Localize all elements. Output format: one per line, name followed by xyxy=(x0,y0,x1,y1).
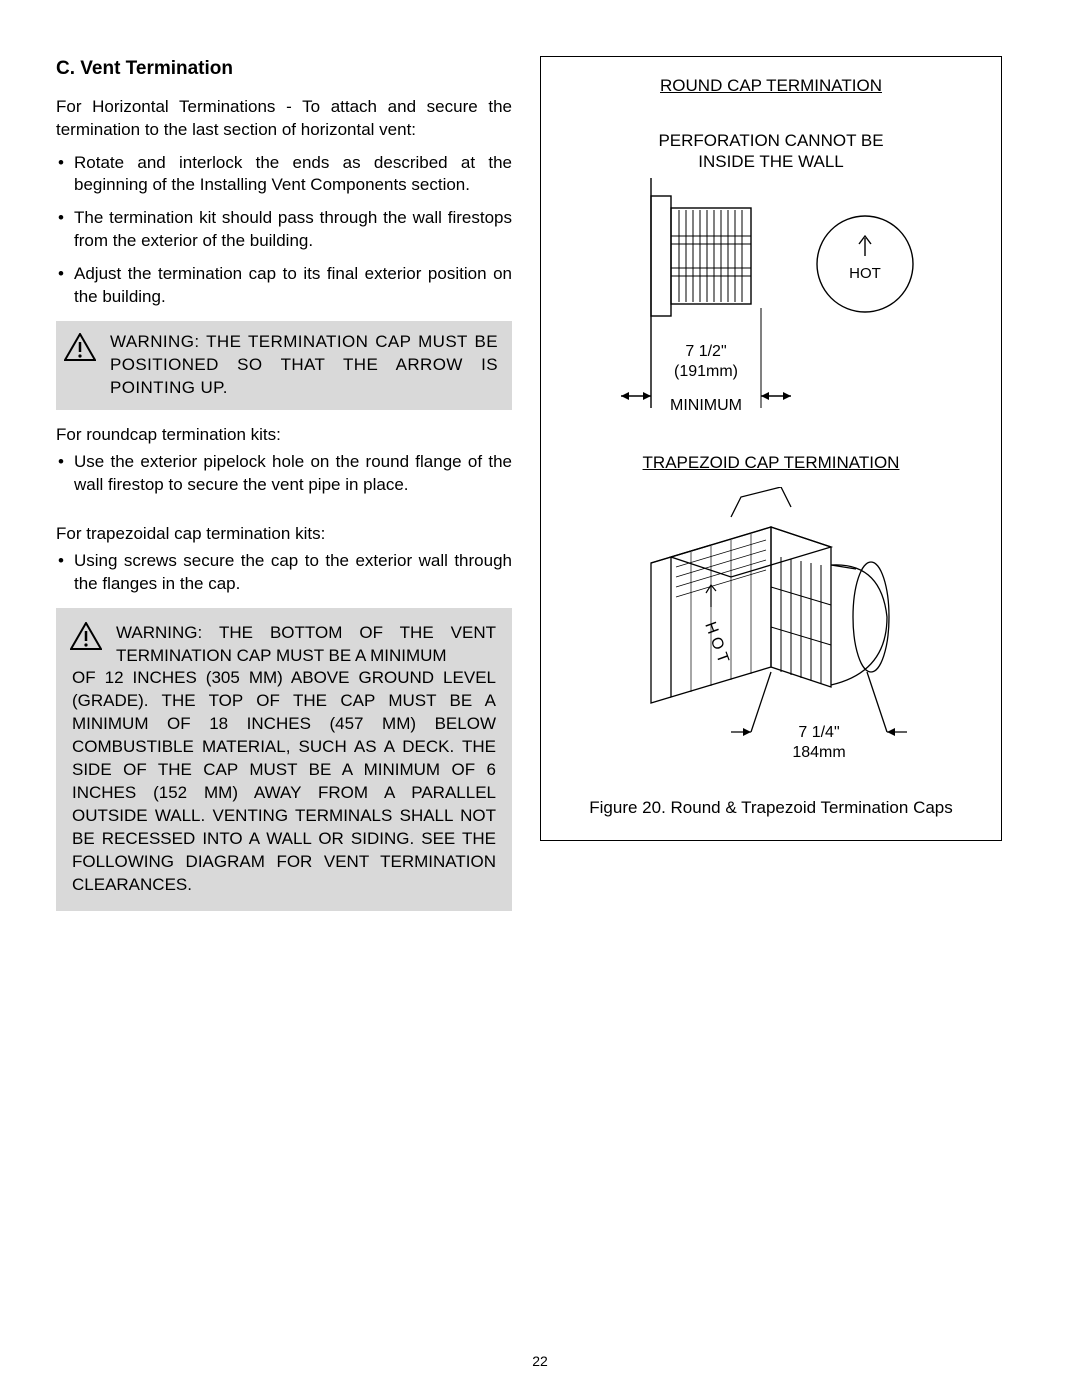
dim-round-3: MINIMUM xyxy=(670,397,742,414)
round-subtitle: PERFORATION CANNOT BE INSIDE THE WALL xyxy=(553,130,989,173)
intro-paragraph: For Horizontal Terminations - To attach … xyxy=(56,96,512,142)
list-item: Use the exterior pipelock hole on the ro… xyxy=(56,451,512,497)
list-item: Rotate and interlock the ends as describ… xyxy=(56,152,512,198)
warning-box-1: WARNING: THE TERMINATION CAP MUST BE POS… xyxy=(56,321,512,410)
dim-trap-1: 7 1/4" xyxy=(798,724,839,741)
left-column: C. Vent Termination For Horizontal Termi… xyxy=(56,56,512,925)
warning-2-lead: WARNING: THE BOTTOM OF THE VENT TERMINAT… xyxy=(116,622,496,668)
figure-caption: Figure 20. Round & Trapezoid Termination… xyxy=(553,797,989,820)
right-column: ROUND CAP TERMINATION PERFORATION CANNOT… xyxy=(540,56,1002,925)
warning-text: WARNING: THE TERMINATION CAP MUST BE POS… xyxy=(110,331,498,400)
list-item: Adjust the termination cap to its final … xyxy=(56,263,512,309)
roundcap-intro: For roundcap termination kits: xyxy=(56,424,512,447)
trap-cap-title: TRAPEZOID CAP TERMINATION xyxy=(553,452,989,475)
dim-round-2: (191mm) xyxy=(674,363,738,380)
hot-label-trap: H O T xyxy=(701,620,732,666)
page-content: C. Vent Termination For Horizontal Termi… xyxy=(0,0,1080,925)
dim-trap-2: 184mm xyxy=(792,744,845,761)
bullet-list-1: Rotate and interlock the ends as describ… xyxy=(56,152,512,310)
section-heading: C. Vent Termination xyxy=(56,56,512,82)
page-number: 22 xyxy=(0,1352,1080,1371)
hot-label: HOT xyxy=(849,265,881,282)
warning-icon xyxy=(70,622,102,650)
round-cap-title: ROUND CAP TERMINATION xyxy=(553,75,989,98)
bullet-list-3: Using screws secure the cap to the exter… xyxy=(56,550,512,596)
trapezoid-cap-diagram: H O T 7 1/4" 184mm xyxy=(553,487,989,787)
figure-frame: ROUND CAP TERMINATION PERFORATION CANNOT… xyxy=(540,56,1002,841)
bullet-list-2: Use the exterior pipelock hole on the ro… xyxy=(56,451,512,497)
list-item: Using screws secure the cap to the exter… xyxy=(56,550,512,596)
round-cap-diagram: HOT 7 1/2" (191mm) MINIMUM xyxy=(553,178,989,428)
warning-box-2: WARNING: THE BOTTOM OF THE VENT TERMINAT… xyxy=(56,608,512,911)
warning-2-body: OF 12 INCHES (305 MM) ABOVE GROUND LEVEL… xyxy=(72,668,496,893)
list-item: The termination kit should pass through … xyxy=(56,207,512,253)
dim-round-1: 7 1/2" xyxy=(685,343,726,360)
warning-2-text: WARNING: THE BOTTOM OF THE VENT TERMINAT… xyxy=(72,622,496,897)
trapcap-intro: For trapezoidal cap termination kits: xyxy=(56,523,512,546)
warning-icon xyxy=(64,333,96,361)
